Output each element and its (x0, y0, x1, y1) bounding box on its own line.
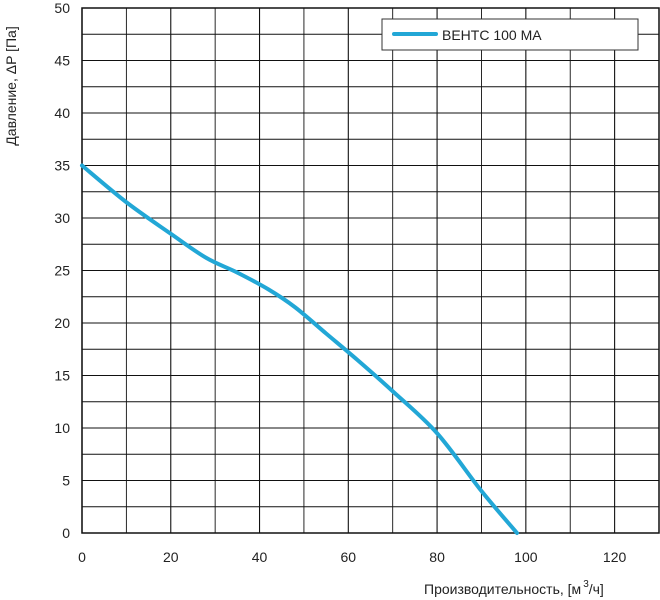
x-tick-label: 80 (429, 549, 445, 565)
x-tick-label: 0 (78, 549, 86, 565)
y-tick-label: 25 (54, 263, 70, 279)
y-tick-label: 20 (54, 315, 70, 331)
x-axis-title-sup: 3 (583, 579, 589, 590)
x-tick-labels: 0 20 40 60 80 100 120 (78, 549, 626, 565)
legend-label: ВЕНТС 100 МА (442, 27, 542, 43)
x-axis-title: Производительность, [м 3/ч] (424, 579, 604, 597)
y-tick-label: 30 (54, 210, 70, 226)
y-tick-label: 0 (62, 525, 70, 541)
y-tick-label: 50 (54, 0, 70, 16)
x-tick-label: 60 (341, 549, 357, 565)
y-axis-title: Давление, ΔP [Па] (3, 26, 19, 145)
plot-frame (81, 7, 660, 534)
x-axis-title-main: Производительность, [м (424, 581, 581, 597)
legend: ВЕНТС 100 МА (381, 18, 639, 51)
y-tick-label: 10 (54, 420, 70, 436)
series-line (80, 163, 519, 535)
y-tick-labels: 0 5 10 15 20 25 30 35 40 45 50 (54, 0, 70, 541)
x-axis-title-tail: /ч] (589, 581, 604, 597)
y-tick-label: 15 (54, 368, 70, 384)
y-tick-label: 5 (62, 473, 70, 489)
y-tick-label: 35 (54, 158, 70, 174)
series-layer (80, 163, 519, 535)
x-tick-label: 100 (514, 549, 538, 565)
y-tick-label: 45 (54, 53, 70, 69)
y-tick-label: 40 (54, 105, 70, 121)
x-tick-label: 40 (252, 549, 268, 565)
x-tick-label: 20 (163, 549, 179, 565)
x-tick-label: 120 (603, 549, 627, 565)
